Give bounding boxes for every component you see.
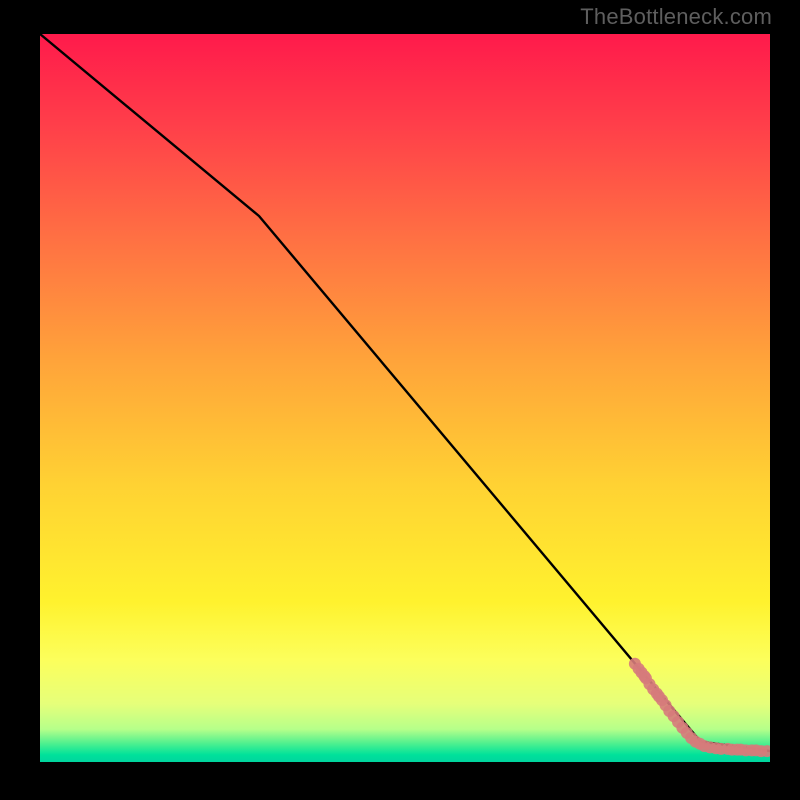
chart-container: TheBottleneck.com (0, 0, 800, 800)
plot-area (40, 34, 770, 762)
scatter-markers (629, 658, 770, 757)
watermark-text: TheBottleneck.com (580, 4, 772, 30)
chart-svg (40, 34, 770, 762)
main-line (40, 34, 770, 751)
